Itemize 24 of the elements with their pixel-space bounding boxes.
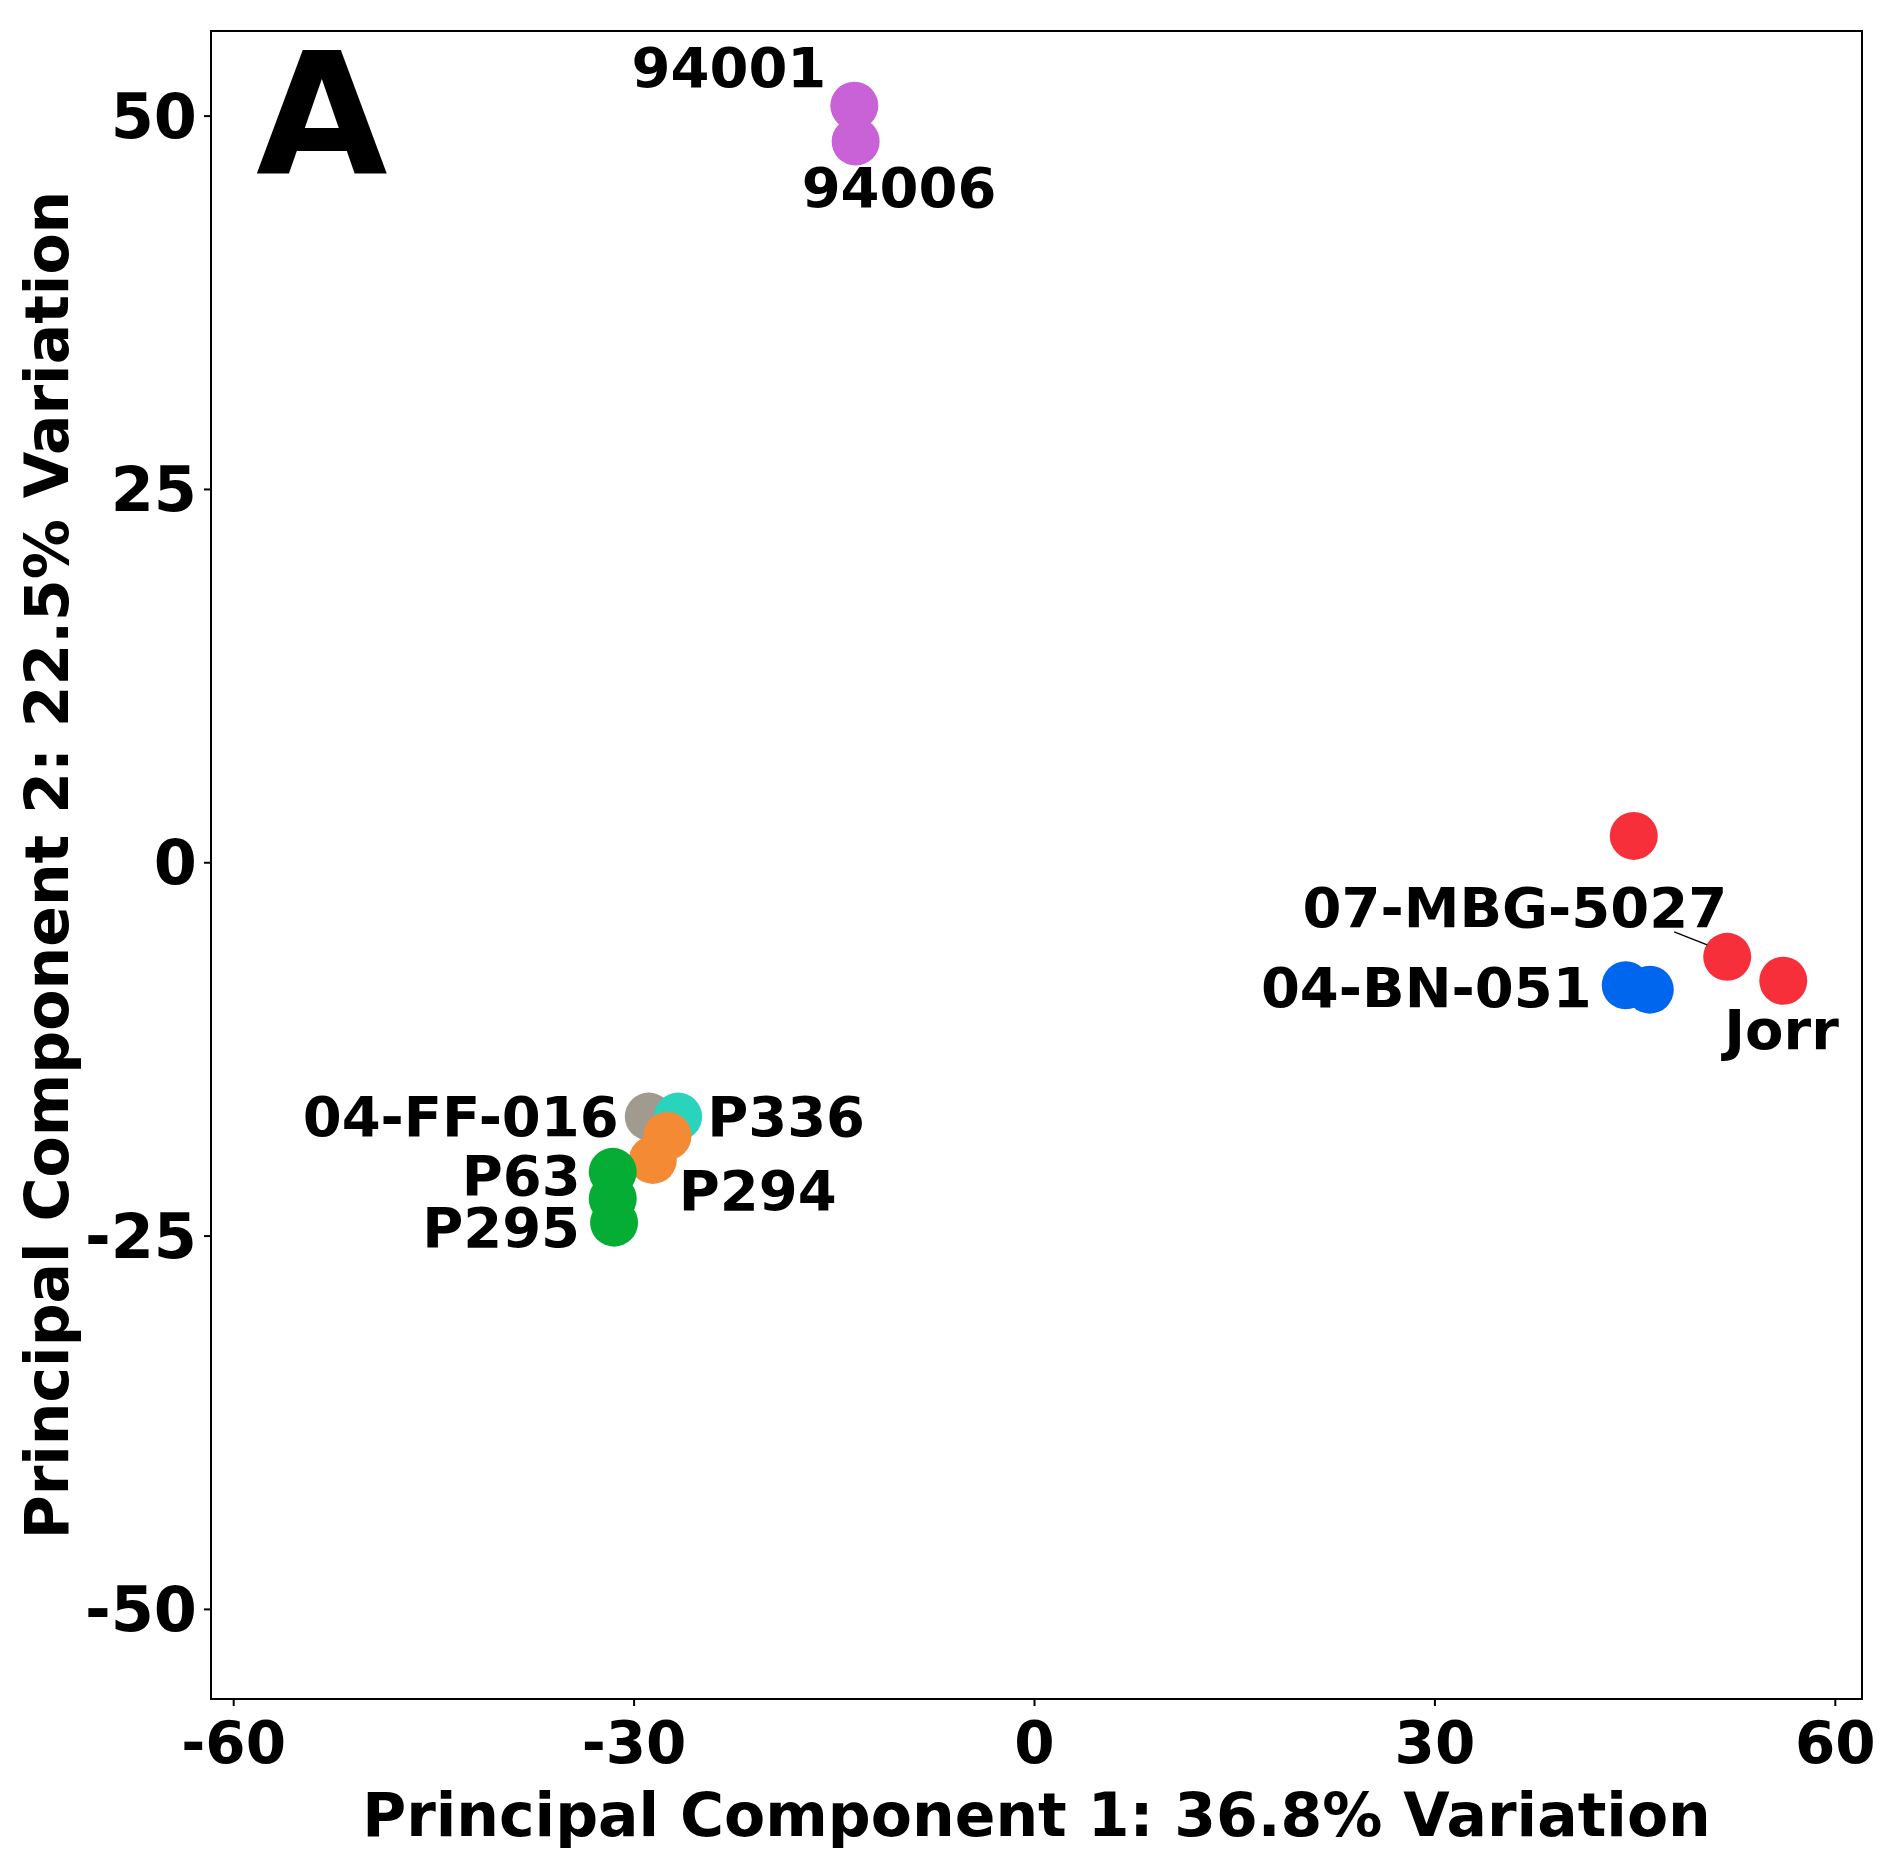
point — [1609, 811, 1658, 860]
annotation: P336 — [707, 1083, 866, 1149]
annotation: A — [256, 16, 388, 214]
y-axis-title: Principal Component 2: 22.5% Variation — [12, 190, 82, 1540]
y-tick-label: -50 — [84, 1573, 197, 1647]
point — [1703, 932, 1752, 981]
point — [628, 1135, 677, 1184]
y-tick-label: 50 — [110, 79, 197, 153]
annotation: 04-FF-016 — [302, 1083, 619, 1149]
x-tick-label: -60 — [181, 1709, 287, 1777]
annotation: 07-MBG-5027 — [1302, 874, 1728, 940]
x-tick-label: 30 — [1394, 1709, 1476, 1777]
annotation: Jorr — [1720, 996, 1840, 1062]
y-tick-label: 25 — [110, 453, 197, 527]
x-tick-label: 60 — [1794, 1709, 1876, 1777]
x-tick-label: 0 — [1014, 1709, 1055, 1777]
point — [1759, 956, 1808, 1005]
y-tick-label: -25 — [84, 1199, 197, 1273]
x-tick-label: -30 — [581, 1709, 687, 1777]
annotation: 04-BN-051 — [1260, 955, 1592, 1021]
y-tick-label: 0 — [153, 826, 197, 900]
annotation: 94001 — [631, 34, 827, 100]
annotation: 94006 — [801, 154, 997, 220]
annotation: P294 — [678, 1157, 837, 1223]
